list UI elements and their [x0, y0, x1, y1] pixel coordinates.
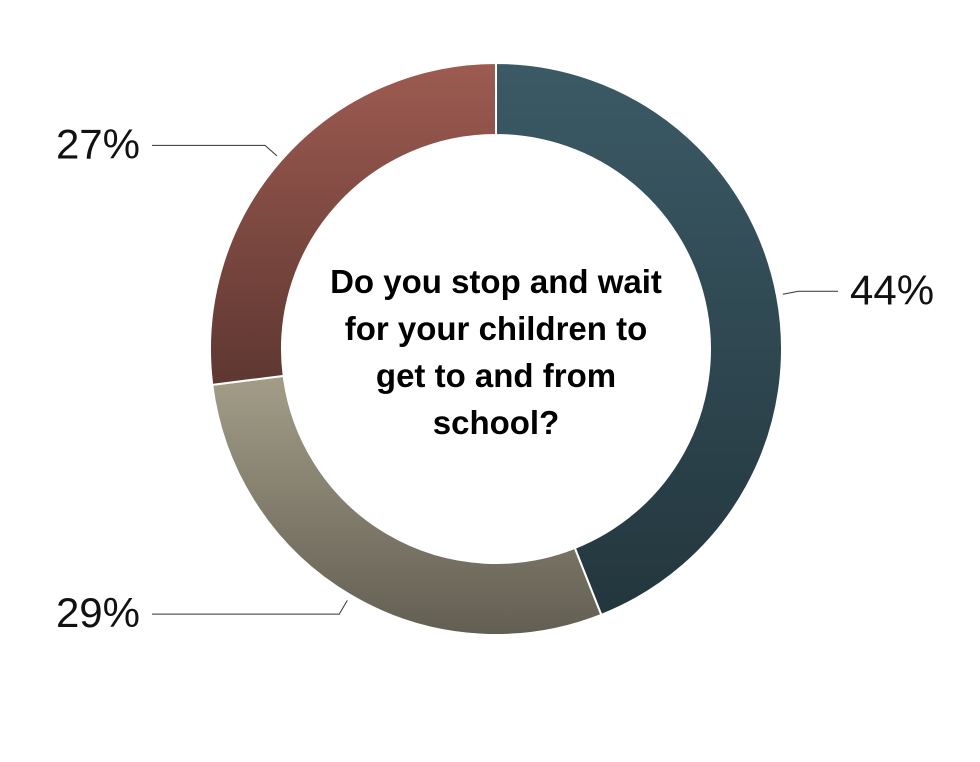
leader-line	[782, 290, 838, 295]
value-label: 27%	[56, 120, 140, 167]
donut-segment	[211, 374, 603, 636]
value-label: 29%	[56, 589, 140, 636]
chart-title: Do you stop and wait for your children t…	[330, 263, 662, 441]
leader-line	[152, 144, 278, 157]
donut-segment	[209, 61, 497, 386]
donut-segment	[495, 61, 783, 617]
leader-line	[152, 600, 348, 615]
value-label: 44%	[850, 266, 934, 313]
